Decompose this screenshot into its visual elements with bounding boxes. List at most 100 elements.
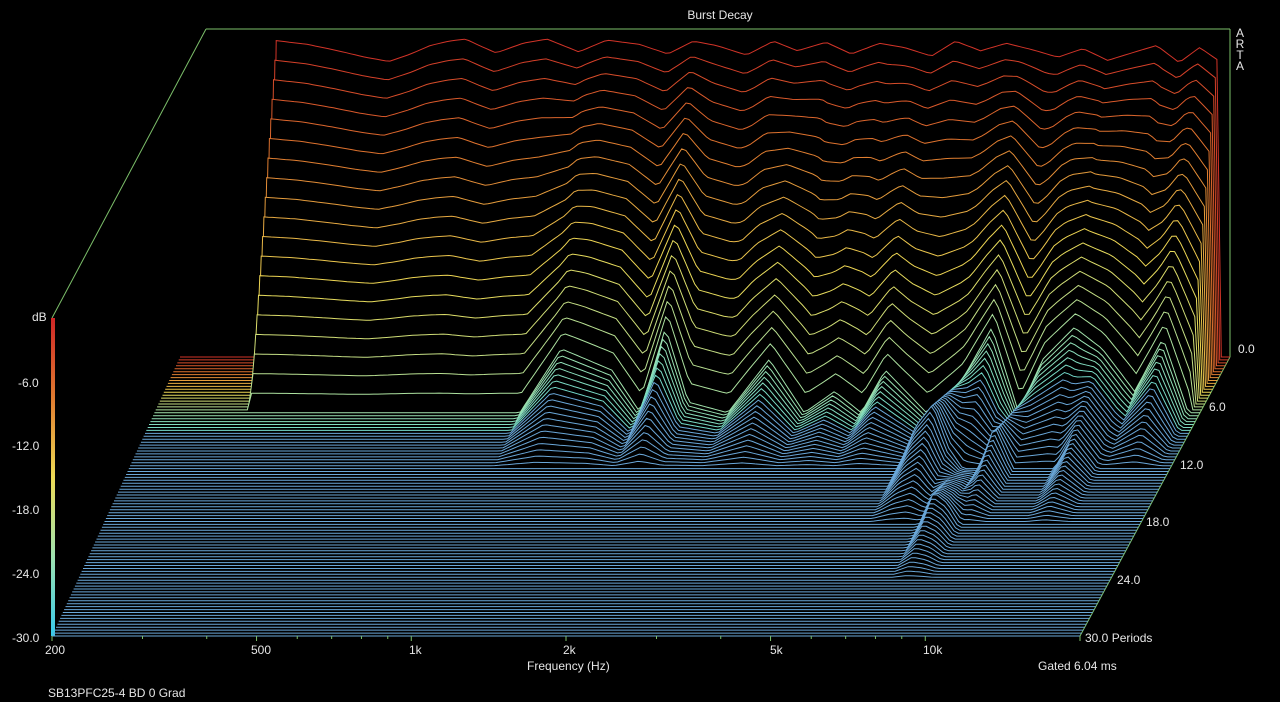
slice-line [132, 401, 1175, 461]
slice-line [126, 417, 1167, 475]
slice-line [174, 102, 1224, 370]
slice-line [123, 430, 1164, 481]
x-tick-label: 500 [251, 643, 272, 657]
slice-line [145, 379, 1189, 434]
depth-tick-label: 18.0 [1146, 515, 1170, 529]
slice-line [83, 561, 1117, 569]
arta-letter: A [1235, 26, 1244, 40]
slice-line [163, 224, 1212, 393]
slice-line [122, 436, 1163, 484]
slice-line [169, 163, 1218, 381]
x-tick-label: 2k [563, 643, 576, 657]
slice-mask [150, 350, 1196, 422]
slice-line [80, 570, 1114, 575]
slice-line [89, 539, 1125, 555]
depth-tick-label: 6.0 [1209, 400, 1226, 414]
slice-line [120, 442, 1161, 487]
slice-mask [80, 571, 1114, 575]
z-axis-label: dB [32, 310, 47, 324]
x-tick-label: 1k [409, 643, 422, 657]
arta-letter: R [1235, 37, 1245, 51]
slice-line [167, 178, 1216, 384]
slice-line [165, 209, 1213, 390]
slice-line [109, 486, 1148, 511]
arta-letter: A [1235, 59, 1244, 73]
slice-line [87, 548, 1122, 561]
slice-line [166, 194, 1215, 387]
slice-line [78, 575, 1112, 578]
slice-line [142, 390, 1186, 440]
slice-line [138, 396, 1182, 449]
slice-line [112, 480, 1152, 505]
slice-line [143, 385, 1188, 437]
slice-mask [91, 535, 1126, 551]
depth-tick-label: 24.0 [1117, 573, 1141, 587]
depth-tick-label: 12.0 [1180, 458, 1204, 472]
slice-mask [153, 335, 1199, 416]
slice-line [161, 254, 1208, 399]
slice-line [128, 405, 1170, 470]
slice-line [118, 455, 1158, 493]
slice-line [170, 148, 1219, 379]
slice-line [107, 489, 1145, 517]
slice-line [130, 404, 1172, 467]
x-tick-label: 200 [45, 643, 66, 657]
depth-tick-label: 30.0 Periods [1085, 631, 1153, 645]
slice-line [119, 449, 1159, 490]
slice-mask [155, 313, 1202, 410]
slice-line [180, 38, 1230, 358]
z-tick-label: -30.0 [12, 631, 40, 645]
slice-line [100, 503, 1137, 531]
slice-mask [149, 357, 1194, 425]
slice-mask [151, 342, 1197, 419]
slice-line [127, 411, 1169, 472]
slice-line [85, 552, 1120, 564]
slice-line [96, 516, 1133, 540]
slice-line [131, 402, 1174, 464]
slice-line [124, 424, 1166, 478]
slice-line [177, 71, 1227, 364]
slice-line [157, 298, 1204, 408]
slice-line [97, 512, 1134, 537]
slice-line [115, 467, 1155, 499]
slice-line [171, 133, 1221, 376]
slice-line [103, 494, 1140, 525]
slice-line [116, 461, 1156, 496]
slice-mask [147, 365, 1193, 428]
slice-line [162, 239, 1210, 396]
x-axis-label: Frequency (Hz) [527, 659, 610, 673]
x-tick-label: 5k [770, 643, 783, 657]
footer-label: SB13PFC25-4 BD 0 Grad [48, 686, 186, 700]
slice-line [101, 498, 1139, 528]
slice-line [158, 283, 1205, 405]
slice-line [146, 371, 1191, 431]
slice-mask [81, 566, 1115, 572]
slice-mask [78, 575, 1112, 578]
slice-line [99, 507, 1136, 534]
arta-brand: A R T A [1233, 26, 1247, 73]
slice-line [92, 530, 1128, 549]
slice-mask [109, 487, 1148, 510]
slice-line [81, 566, 1115, 572]
slice-line [173, 117, 1223, 373]
arta-letter: T [1236, 48, 1244, 62]
slice-line [114, 474, 1153, 502]
slice-line [84, 557, 1118, 566]
slice-mask [83, 562, 1117, 569]
slice-line [159, 268, 1207, 402]
slice-line [88, 543, 1123, 558]
slice-line [105, 491, 1144, 519]
slice-line [136, 397, 1180, 452]
gating-note: Gated 6.04 ms [1038, 659, 1117, 673]
slice-mask [154, 328, 1200, 413]
slice-line [134, 400, 1177, 458]
colorbar [51, 318, 55, 636]
z-tick-label: -6.0 [18, 376, 39, 390]
slice-mask [85, 553, 1120, 563]
slice-line [176, 87, 1226, 367]
chart-title: Burst Decay [687, 8, 753, 22]
slice-line [140, 394, 1185, 443]
depth-tick-label: 0.0 [1238, 342, 1255, 356]
slice-line [91, 534, 1126, 552]
slice-line [155, 313, 1202, 411]
